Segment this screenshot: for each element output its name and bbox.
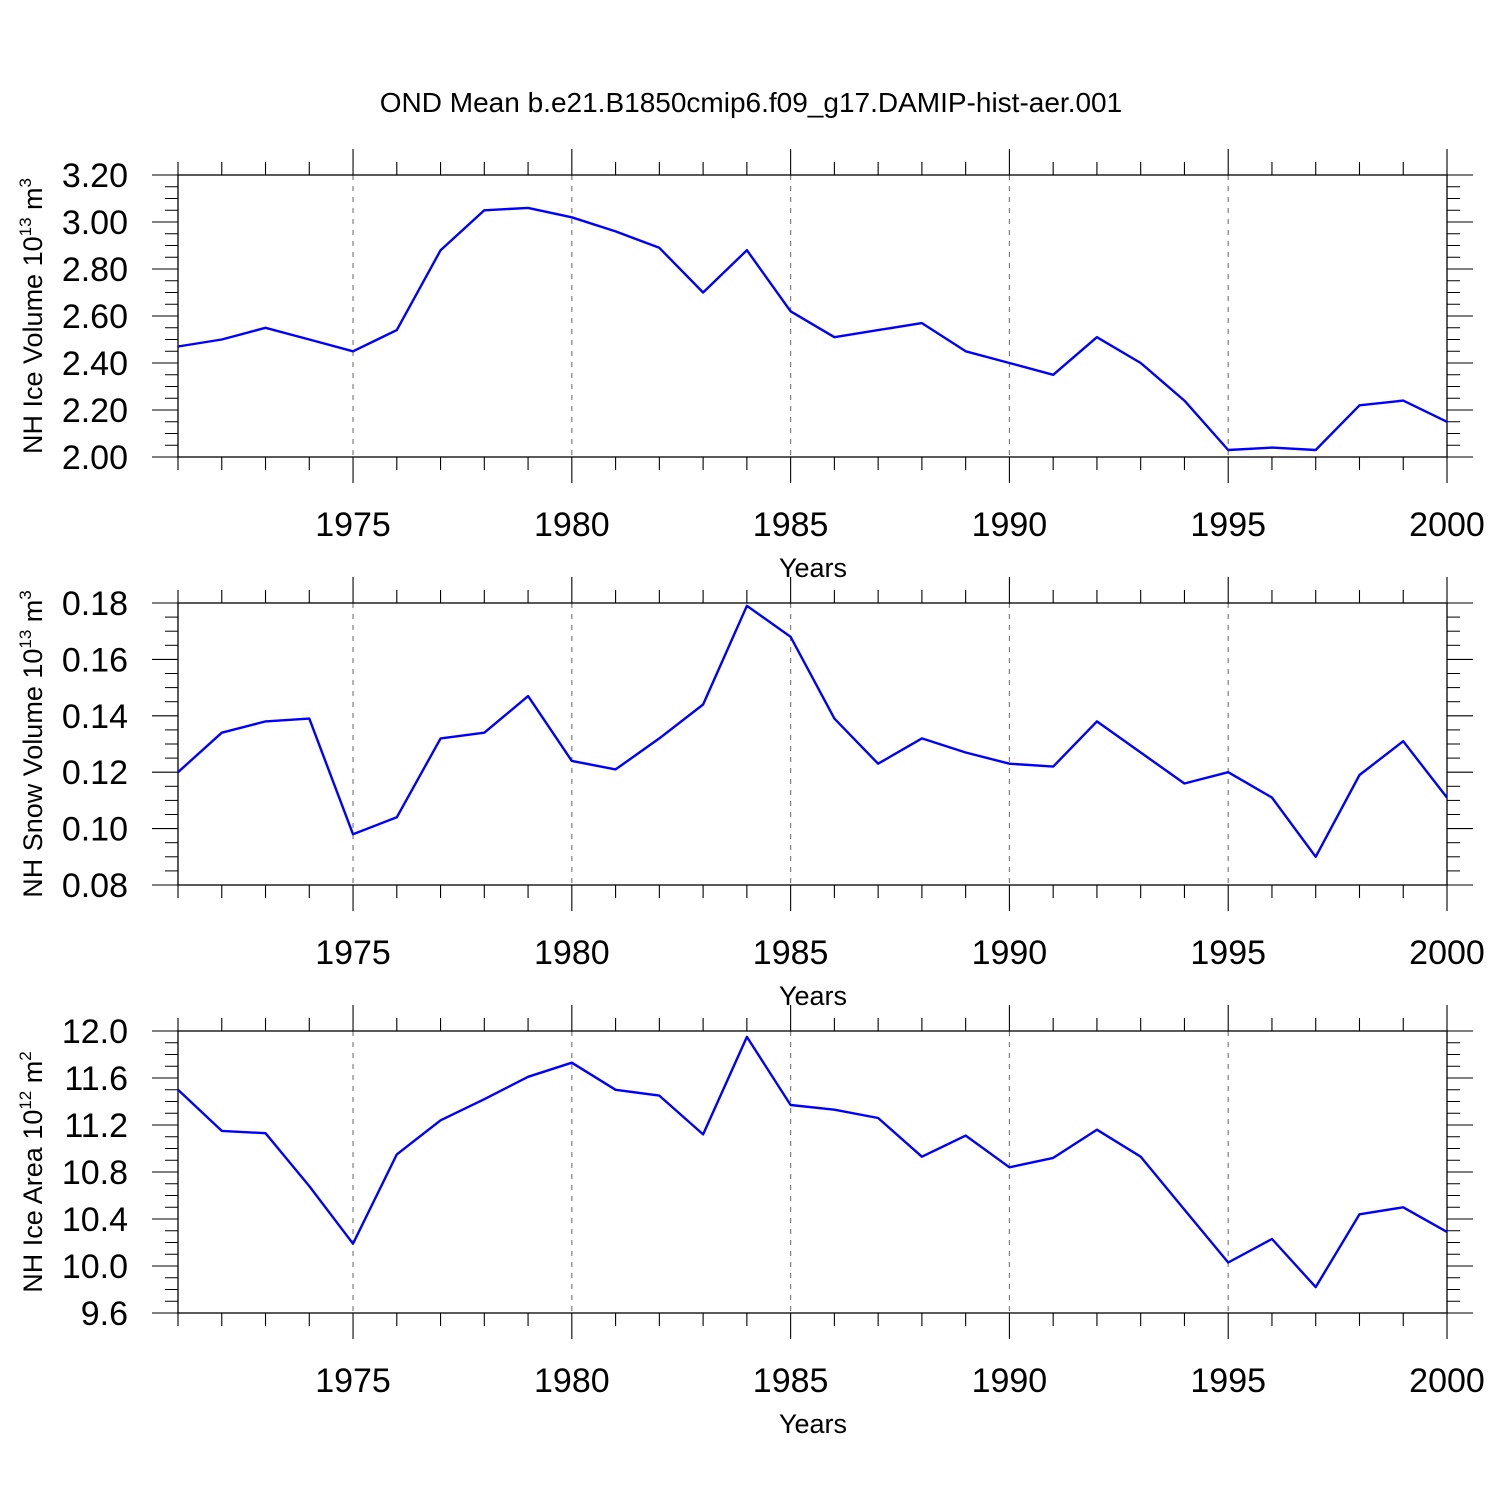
panel-3: 9.6 10.0 10.4 10.8 11.2 11.6 12.0 1975 1980 1985 1… bbox=[16, 1005, 1485, 1439]
x-axis-label: Years bbox=[779, 981, 847, 1011]
x-tick-label: 1975 bbox=[315, 934, 391, 972]
y-tick-label: 3.20 bbox=[62, 157, 128, 195]
x-tick-label: 1990 bbox=[972, 1362, 1048, 1400]
y-axis-label-text: NH Ice Area 10 bbox=[18, 1110, 48, 1293]
x-tick-label: 1975 bbox=[315, 506, 391, 544]
x-tick-label: 1980 bbox=[534, 506, 610, 544]
x-tick-label: 1985 bbox=[753, 1362, 829, 1400]
y-tick-label: 0.16 bbox=[62, 641, 128, 679]
y-tick-label: 0.18 bbox=[62, 585, 128, 623]
x-tick-label: 2000 bbox=[1409, 1362, 1485, 1400]
x-tick-label: 1980 bbox=[534, 934, 610, 972]
series-line bbox=[177, 206, 1448, 452]
y-tick-label: 9.6 bbox=[81, 1295, 128, 1333]
panel-2: 0.08 0.10 0.12 0.14 0.16 0.18 1975 1980 1985 1990… bbox=[16, 577, 1485, 1011]
series-line bbox=[177, 1035, 1448, 1289]
x-tick-label: 1980 bbox=[534, 1362, 610, 1400]
y-tick-label: 10.4 bbox=[62, 1201, 128, 1239]
y-tick-label: 0.12 bbox=[62, 754, 128, 792]
y-tick-label: 2.60 bbox=[62, 298, 128, 336]
y-axis-label-exponent: 3 bbox=[16, 178, 35, 187]
y-axis-label: NH Ice Area 1012 m2 bbox=[16, 1051, 48, 1292]
x-axis-label: Years bbox=[779, 553, 847, 583]
y-tick-label: 11.2 bbox=[64, 1107, 128, 1145]
x-tick-label: 1975 bbox=[315, 1362, 391, 1400]
x-axis-label: Years bbox=[779, 1409, 847, 1439]
y-axis-label: NH Snow Volume 1013 m3 bbox=[16, 590, 48, 898]
x-tick-label: 2000 bbox=[1409, 934, 1485, 972]
y-axis-label-text: NH Ice Volume 10 bbox=[18, 236, 48, 454]
y-axis-label-text: NH Snow Volume 10 bbox=[18, 649, 48, 898]
panel-1: 2.00 2.20 2.40 2.60 2.80 3.00 3.20 1975 1980 1985… bbox=[16, 149, 1485, 583]
x-tick-label: 1990 bbox=[972, 934, 1048, 972]
y-tick-label: 2.20 bbox=[62, 392, 128, 430]
series-line bbox=[177, 604, 1448, 858]
x-tick-label: 2000 bbox=[1409, 506, 1485, 544]
y-axis-label-exponent: 13 bbox=[16, 630, 35, 649]
y-axis-label-text: m bbox=[18, 1061, 48, 1091]
chart-panels: 2.00 2.20 2.40 2.60 2.80 3.00 3.20 1975 1980 1985… bbox=[16, 149, 1485, 1439]
chart-title: OND Mean b.e21.B1850cmip6.f09_g17.DAMIP-… bbox=[380, 87, 1122, 118]
y-axis-label-exponent: 3 bbox=[16, 590, 35, 599]
y-tick-label: 3.00 bbox=[62, 204, 128, 242]
y-tick-label: 12.0 bbox=[62, 1013, 128, 1051]
y-axis-label-exponent: 12 bbox=[16, 1091, 35, 1110]
x-tick-label: 1985 bbox=[753, 506, 829, 544]
x-tick-label: 1985 bbox=[753, 934, 829, 972]
y-tick-label: 10.0 bbox=[62, 1248, 128, 1286]
y-axis-label-text: m bbox=[18, 187, 48, 217]
y-tick-label: 2.40 bbox=[62, 345, 128, 383]
y-tick-label: 0.10 bbox=[62, 811, 128, 849]
x-tick-label: 1995 bbox=[1190, 1362, 1266, 1400]
y-tick-label: 2.00 bbox=[62, 439, 128, 477]
y-tick-label: 11.6 bbox=[64, 1060, 128, 1098]
y-tick-label: 10.8 bbox=[62, 1154, 128, 1192]
y-axis-label-exponent: 2 bbox=[16, 1051, 35, 1060]
y-tick-label: 2.80 bbox=[62, 251, 128, 289]
y-tick-label: 0.14 bbox=[62, 698, 128, 736]
y-axis-label-exponent: 13 bbox=[16, 217, 35, 236]
x-tick-label: 1990 bbox=[972, 506, 1048, 544]
x-tick-label: 1995 bbox=[1190, 506, 1266, 544]
y-axis-label-text: m bbox=[18, 600, 48, 630]
y-axis-label: NH Ice Volume 1013 m3 bbox=[16, 178, 48, 454]
x-tick-label: 1995 bbox=[1190, 934, 1266, 972]
y-tick-label: 0.08 bbox=[62, 867, 128, 905]
